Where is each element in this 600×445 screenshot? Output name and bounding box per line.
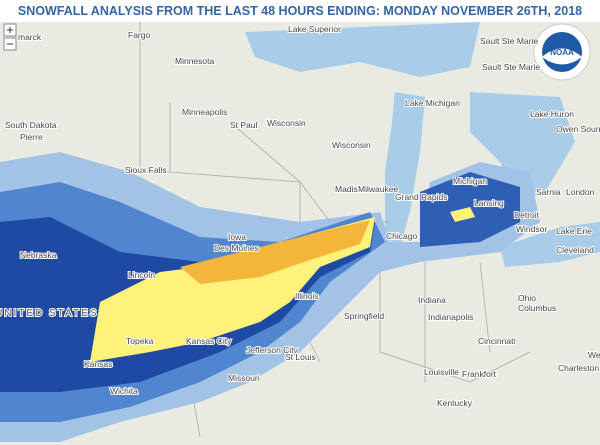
map-label: Lake Huron — [530, 109, 574, 119]
map-label: Springfield — [344, 311, 384, 321]
map-label: Sarnia — [536, 187, 561, 197]
map-label: Grand Rapids — [395, 192, 447, 202]
map-label: Nebraska — [20, 250, 57, 260]
map-label: Charleston — [558, 363, 599, 373]
map-label: Jefferson City — [246, 345, 299, 355]
map-label: Minnesota — [175, 56, 214, 66]
map-label: UNITED STATES — [0, 308, 98, 319]
lake-michigan — [385, 92, 425, 247]
map-label: Windsor — [516, 224, 547, 234]
zoom-icons — [7, 27, 13, 45]
map-label: Lake Michigan — [405, 98, 460, 108]
map-label: Detroit — [514, 210, 540, 220]
map-label: marck — [18, 32, 42, 42]
map-label: Wisconsin — [332, 140, 371, 150]
map: marck Fargo Minnesota Lake Superior Sault St… — [0, 22, 600, 445]
map-label: Lansing — [474, 198, 504, 208]
map-label: Illinois — [295, 291, 319, 301]
map-label: Sault Ste Marie — [482, 62, 540, 72]
map-label: Cleveland — [556, 245, 594, 255]
map-label: Michigan — [453, 176, 487, 186]
lake-erie — [500, 222, 600, 267]
map-label: West — [588, 350, 600, 360]
map-label: Kentucky — [437, 398, 473, 408]
snow-yellow-mi — [450, 207, 475, 222]
map-label: Columbus — [518, 303, 556, 313]
map-label: Kansas — [84, 359, 112, 369]
map-label: South Dakota — [5, 120, 57, 130]
map-label: Pierre — [20, 132, 43, 142]
map-label: Wichita — [110, 386, 138, 396]
lake-superior — [245, 22, 480, 77]
logo-bird — [542, 48, 582, 65]
map-label: Madison — [335, 184, 367, 194]
map-label: Fargo — [128, 30, 150, 40]
map-label: Missouri — [228, 373, 260, 383]
map-label: Iowa — [228, 232, 246, 242]
map-label: Frankfort — [462, 369, 497, 379]
map-label: Topeka — [126, 336, 154, 346]
map-label: Indiana — [418, 295, 446, 305]
map-label: Sioux Falls — [125, 165, 167, 175]
lake-huron — [470, 92, 575, 202]
map-label: Milwaukee — [358, 184, 398, 194]
map-label: Lincoln — [128, 270, 155, 280]
map-label: Owen Sound — [556, 124, 600, 134]
map-label: St Louis — [285, 352, 316, 362]
logo-text: NOAA — [550, 48, 574, 57]
map-label: Lake Superior — [288, 24, 341, 34]
map-label: Kansas City — [186, 336, 232, 346]
map-label: Sault Ste Marie — [480, 36, 538, 46]
map-label: Ohio — [518, 293, 536, 303]
page-title: SNOWFALL ANALYSIS FROM THE LAST 48 HOURS… — [0, 0, 600, 22]
map-label: Chicago — [386, 231, 417, 241]
map-label: Lake Erie — [556, 226, 592, 236]
map-label: Cincinnati — [478, 336, 515, 346]
map-label: Indianapolis — [428, 312, 473, 322]
map-label: Louisville — [424, 367, 459, 377]
map-label: Minneapolis — [182, 107, 227, 117]
map-label: Des Moines — [214, 243, 259, 253]
snow-orange — [180, 220, 370, 284]
map-label: Wisconsin — [267, 118, 306, 128]
map-label: St Paul — [230, 120, 258, 130]
map-label: London — [566, 187, 595, 197]
